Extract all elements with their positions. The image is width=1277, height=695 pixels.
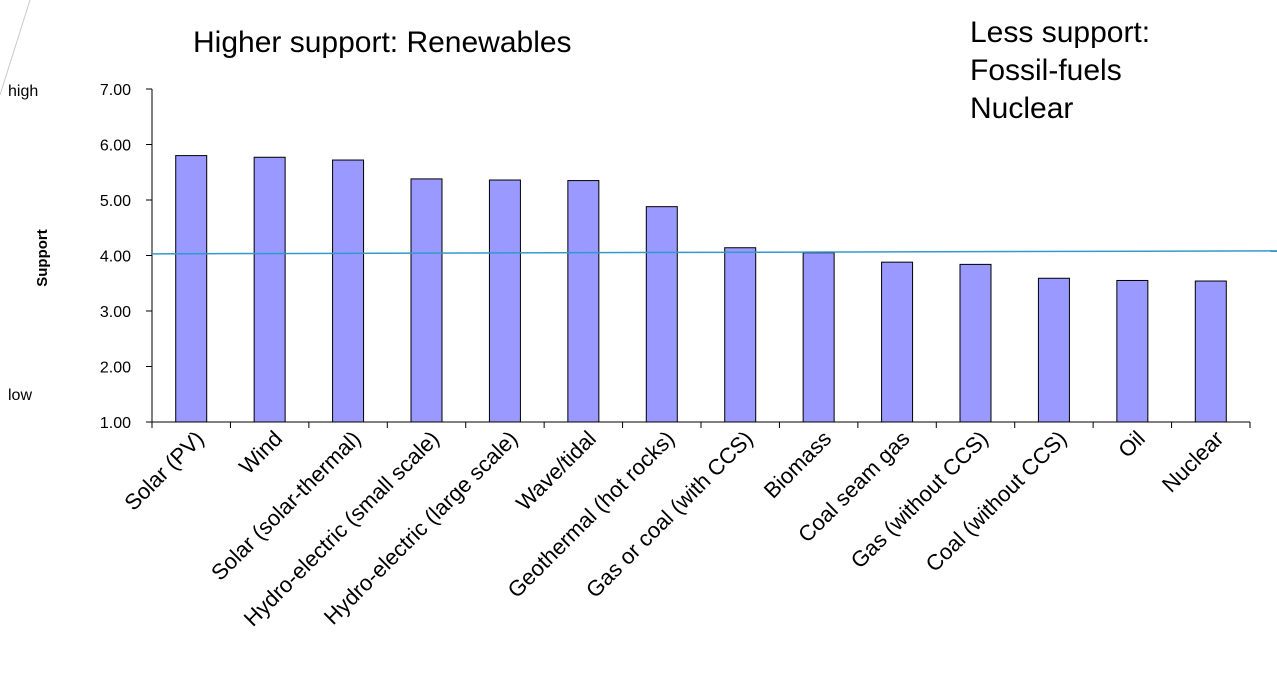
reference-line bbox=[151, 250, 1277, 255]
bars bbox=[175, 155, 1227, 423]
x-category-label: Wind bbox=[234, 426, 287, 479]
annotation-line-3: Nuclear bbox=[970, 92, 1073, 125]
y-axis-label: Support bbox=[34, 229, 51, 287]
annotation-line-2: Fossil-fuels bbox=[970, 54, 1122, 87]
chart-title: Higher support: Renewables bbox=[193, 26, 572, 59]
x-category-label: Coal (without CCS) bbox=[921, 426, 1072, 577]
bar bbox=[645, 206, 678, 423]
bar bbox=[724, 247, 757, 423]
x-category-label: Biomass bbox=[759, 426, 836, 503]
bar bbox=[253, 156, 286, 423]
bar bbox=[488, 179, 521, 423]
y-tick-label: 3.00 bbox=[100, 304, 131, 321]
decorative-corner-line bbox=[0, 0, 31, 96]
bar bbox=[959, 263, 992, 423]
y-tick-label: 1.00 bbox=[100, 415, 131, 432]
x-category-label: Solar (PV) bbox=[119, 426, 208, 515]
y-low-label: low bbox=[8, 387, 32, 404]
bar bbox=[881, 261, 914, 423]
y-tick-label: 6.00 bbox=[100, 138, 131, 155]
x-category-label: Gas (without CCS) bbox=[846, 426, 993, 573]
y-tick-label: 5.00 bbox=[100, 193, 131, 210]
y-tick-label: 4.00 bbox=[100, 249, 131, 266]
bar bbox=[1037, 277, 1070, 423]
bar bbox=[175, 155, 208, 423]
bar bbox=[1194, 280, 1227, 423]
bar bbox=[332, 159, 365, 423]
bar bbox=[410, 178, 443, 423]
bar bbox=[1116, 279, 1149, 423]
bar bbox=[567, 180, 600, 423]
reference-line-group bbox=[151, 250, 1277, 255]
y-high-label: high bbox=[8, 83, 38, 100]
x-category-label: Nuclear bbox=[1157, 426, 1228, 497]
x-category-label: Solar (solar-thermal) bbox=[206, 426, 365, 585]
annotation-line-1: Less support: bbox=[970, 16, 1150, 49]
x-axis bbox=[151, 421, 1251, 428]
bar bbox=[802, 252, 835, 423]
x-category-label: Oil bbox=[1113, 426, 1150, 463]
y-tick-label: 2.00 bbox=[100, 360, 131, 377]
y-axis: 1.00 2.00 3.00 4.00 5.00 6.00 7.00 bbox=[100, 82, 153, 432]
y-tick-label: 7.00 bbox=[100, 82, 131, 99]
